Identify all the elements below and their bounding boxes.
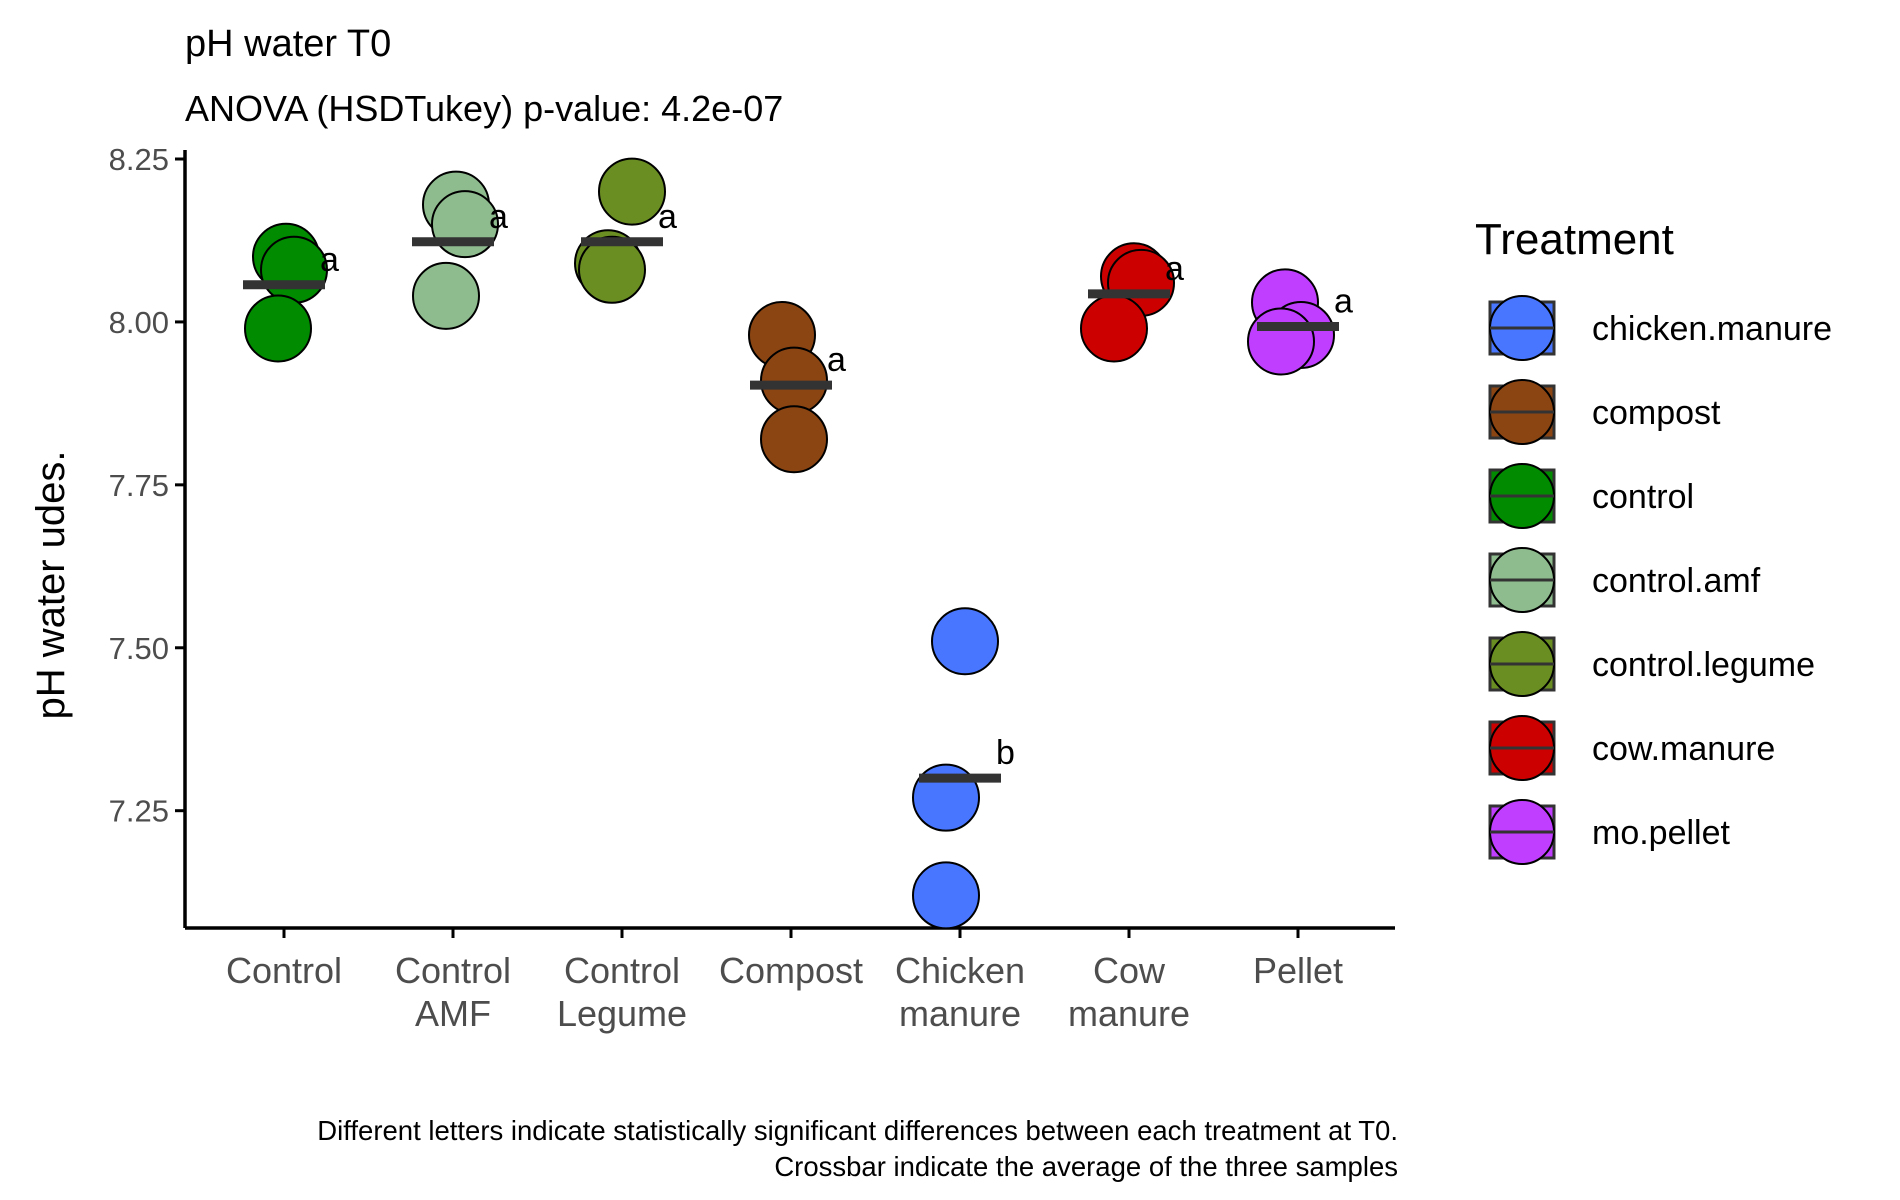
- data-point: [412, 261, 480, 330]
- y-tick-label: 8.25: [109, 142, 169, 177]
- y-tick-label: 7.50: [109, 631, 169, 666]
- significance-letter: a: [489, 198, 508, 236]
- significance-letter: a: [827, 341, 846, 379]
- x-tick-label: Legume: [557, 993, 687, 1034]
- plot-area: 7.257.507.758.008.25ControlaControlAMFaC…: [109, 142, 1395, 1034]
- x-tick-label: manure: [1068, 993, 1190, 1034]
- y-tick-label: 8.00: [109, 305, 169, 340]
- data-point: [598, 157, 666, 226]
- data-point: [1247, 307, 1315, 376]
- x-tick-label: manure: [899, 993, 1021, 1034]
- y-tick-label: 7.25: [109, 794, 169, 829]
- legend-label: cow.manure: [1592, 730, 1775, 768]
- data-point: [931, 607, 999, 676]
- x-tick-label: Compost: [719, 950, 863, 991]
- x-tick-label: Control: [564, 950, 680, 991]
- legend-title: Treatment: [1475, 215, 1674, 264]
- data-point: [260, 235, 328, 304]
- x-tick-label: Cow: [1093, 950, 1166, 991]
- data-point: [578, 235, 646, 304]
- legend-label: mo.pellet: [1592, 814, 1731, 852]
- data-point: [1080, 294, 1148, 363]
- legend-label: chicken.manure: [1592, 310, 1832, 348]
- significance-letter: a: [1334, 282, 1353, 320]
- legend-label: control.legume: [1592, 646, 1815, 684]
- significance-letter: a: [658, 198, 677, 236]
- legend-label: control: [1592, 478, 1694, 516]
- data-point: [760, 405, 828, 474]
- significance-letter: b: [996, 734, 1015, 772]
- legend-label: control.amf: [1592, 562, 1761, 600]
- caption-line-1: Different letters indicate statistically…: [317, 1115, 1398, 1146]
- legend-label: compost: [1592, 394, 1721, 432]
- data-point: [912, 861, 980, 930]
- data-point: [760, 346, 828, 415]
- y-axis-label: pH water udes.: [29, 450, 73, 719]
- data-point: [244, 294, 312, 363]
- significance-letter: a: [1165, 250, 1184, 288]
- x-tick-label: AMF: [415, 993, 491, 1034]
- y-tick-label: 7.75: [109, 468, 169, 503]
- x-tick-label: Pellet: [1253, 950, 1343, 991]
- x-tick-label: Control: [226, 950, 342, 991]
- chart-title: pH water T0: [185, 23, 391, 65]
- legend: Treatment chicken.manure compost control co…: [1475, 215, 1832, 865]
- caption-line-2: Crossbar indicate the average of the thr…: [774, 1151, 1398, 1182]
- significance-letter: a: [320, 241, 339, 279]
- chart-subtitle: ANOVA (HSDTukey) p-value: 4.2e-07: [185, 88, 783, 129]
- x-tick-label: Chicken: [895, 950, 1025, 991]
- x-tick-label: Control: [395, 950, 511, 991]
